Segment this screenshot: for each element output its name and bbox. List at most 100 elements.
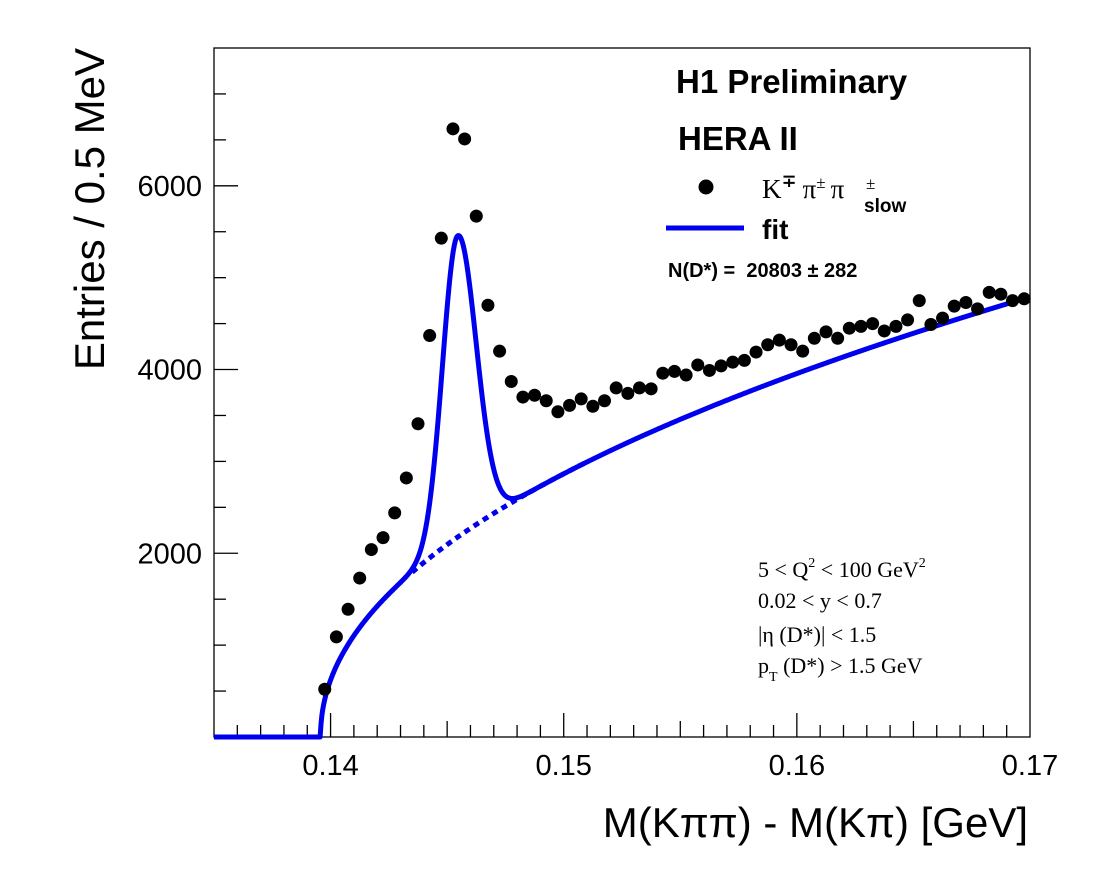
legend-pi1: π	[803, 174, 817, 204]
legend-pi2-sup: ±	[866, 174, 875, 193]
y-axis: 2000 4000 6000	[137, 93, 238, 692]
legend-pi1-sup: ±	[816, 173, 825, 192]
data-point	[563, 398, 577, 412]
data-point	[982, 285, 996, 299]
data-point	[866, 317, 880, 331]
data-point	[353, 571, 367, 585]
data-point	[446, 122, 460, 136]
y-tick-label: 4000	[137, 355, 202, 387]
legend-data-label: K∓ π± π	[762, 171, 845, 204]
cut-q2-sup2: 2	[919, 556, 926, 571]
cut-eta: |η (D*)| < 1.5	[758, 622, 876, 647]
fit-curve	[212, 233, 1032, 740]
fit-curves	[212, 233, 1032, 740]
data-point	[388, 506, 402, 520]
data-point	[667, 364, 681, 378]
data-point	[493, 344, 507, 358]
x-tick-label: 0.14	[302, 750, 358, 782]
data-point	[609, 381, 623, 395]
legend-pi2-sub: slow	[864, 196, 906, 217]
legend-fit-label: fit	[762, 214, 788, 245]
data-point	[1006, 294, 1020, 308]
data-point	[598, 394, 612, 408]
data-point	[318, 682, 332, 696]
data-point	[458, 132, 472, 146]
data-point	[784, 338, 798, 352]
data-point	[329, 630, 343, 644]
data-point	[679, 368, 693, 382]
data-point	[714, 359, 728, 373]
x-tick-label: 0.16	[769, 750, 825, 782]
data-point	[947, 299, 961, 313]
data-point	[702, 363, 716, 377]
data-point	[889, 319, 903, 333]
cut-pt-p: p	[758, 653, 769, 678]
cut-pt-rest: (D*) > 1.5 GeV	[778, 653, 923, 678]
data-point	[819, 325, 833, 339]
x-tick-label: 0.15	[535, 750, 591, 782]
y-tick-label: 2000	[137, 538, 202, 570]
data-point	[481, 298, 495, 312]
data-point	[854, 319, 868, 333]
data-point	[959, 295, 973, 309]
header-h1-preliminary: H1 Preliminary	[676, 63, 908, 100]
cut-q2: 5 < Q2 < 100 GeV2	[758, 556, 926, 582]
legend-pi2: π	[831, 174, 845, 204]
data-point	[924, 318, 938, 332]
data-point	[516, 390, 530, 404]
data-point	[364, 543, 378, 557]
y-tick-label: 6000	[137, 171, 202, 203]
cut-pt-sub: T	[769, 670, 778, 685]
data-point	[504, 374, 518, 388]
data-point	[971, 302, 985, 316]
data-point	[574, 392, 588, 406]
data-point	[586, 399, 600, 413]
y-axis-title: Entries / 0.5 MeV	[66, 48, 113, 370]
data-point	[936, 311, 950, 325]
data-point	[399, 471, 413, 485]
plot-frame	[213, 47, 1031, 738]
header-hera-ii: HERA II	[678, 120, 798, 157]
cut-q2-pre: 5 < Q	[758, 557, 808, 582]
data-point	[994, 287, 1008, 301]
data-point	[772, 333, 786, 347]
data-point	[632, 381, 646, 395]
cut-pt: pT (D*) > 1.5 GeV	[758, 653, 923, 685]
cut-y: 0.02 < y < 0.7	[758, 588, 882, 613]
data-point	[1017, 292, 1031, 306]
data-point	[423, 329, 437, 343]
data-point	[901, 313, 915, 327]
x-axis-title: M(Kππ) - M(Kπ) [GeV]	[603, 799, 1028, 846]
data-point	[469, 209, 483, 223]
data-point	[341, 602, 355, 616]
data-point	[761, 338, 775, 352]
data-point	[376, 531, 390, 545]
yield-text: N(D*) = 20803 ± 282	[668, 260, 857, 282]
background-curve	[410, 459, 589, 575]
data-point	[877, 324, 891, 338]
data-points	[318, 122, 1031, 696]
legend-k: K	[762, 174, 782, 204]
data-point	[912, 294, 926, 308]
data-point	[621, 386, 635, 400]
data-point	[737, 353, 751, 367]
cut-q2-post: < 100 GeV	[815, 557, 919, 582]
data-point	[831, 331, 845, 345]
data-point	[796, 344, 810, 358]
data-point	[749, 345, 763, 359]
data-point	[656, 366, 670, 380]
data-point	[411, 417, 425, 431]
data-point	[726, 355, 740, 369]
data-point	[539, 394, 553, 408]
data-point	[551, 405, 565, 419]
legend-k-sup: ∓	[782, 171, 797, 191]
data-point	[644, 382, 658, 396]
cut-q2-sup: 2	[808, 556, 815, 571]
data-point	[691, 358, 705, 372]
x-tick-label: 0.17	[1002, 750, 1058, 782]
data-point	[434, 231, 448, 245]
data-point	[807, 331, 821, 345]
x-axis: 0.14 0.15 0.16 0.17	[236, 713, 1058, 782]
legend-data-marker	[698, 179, 714, 195]
